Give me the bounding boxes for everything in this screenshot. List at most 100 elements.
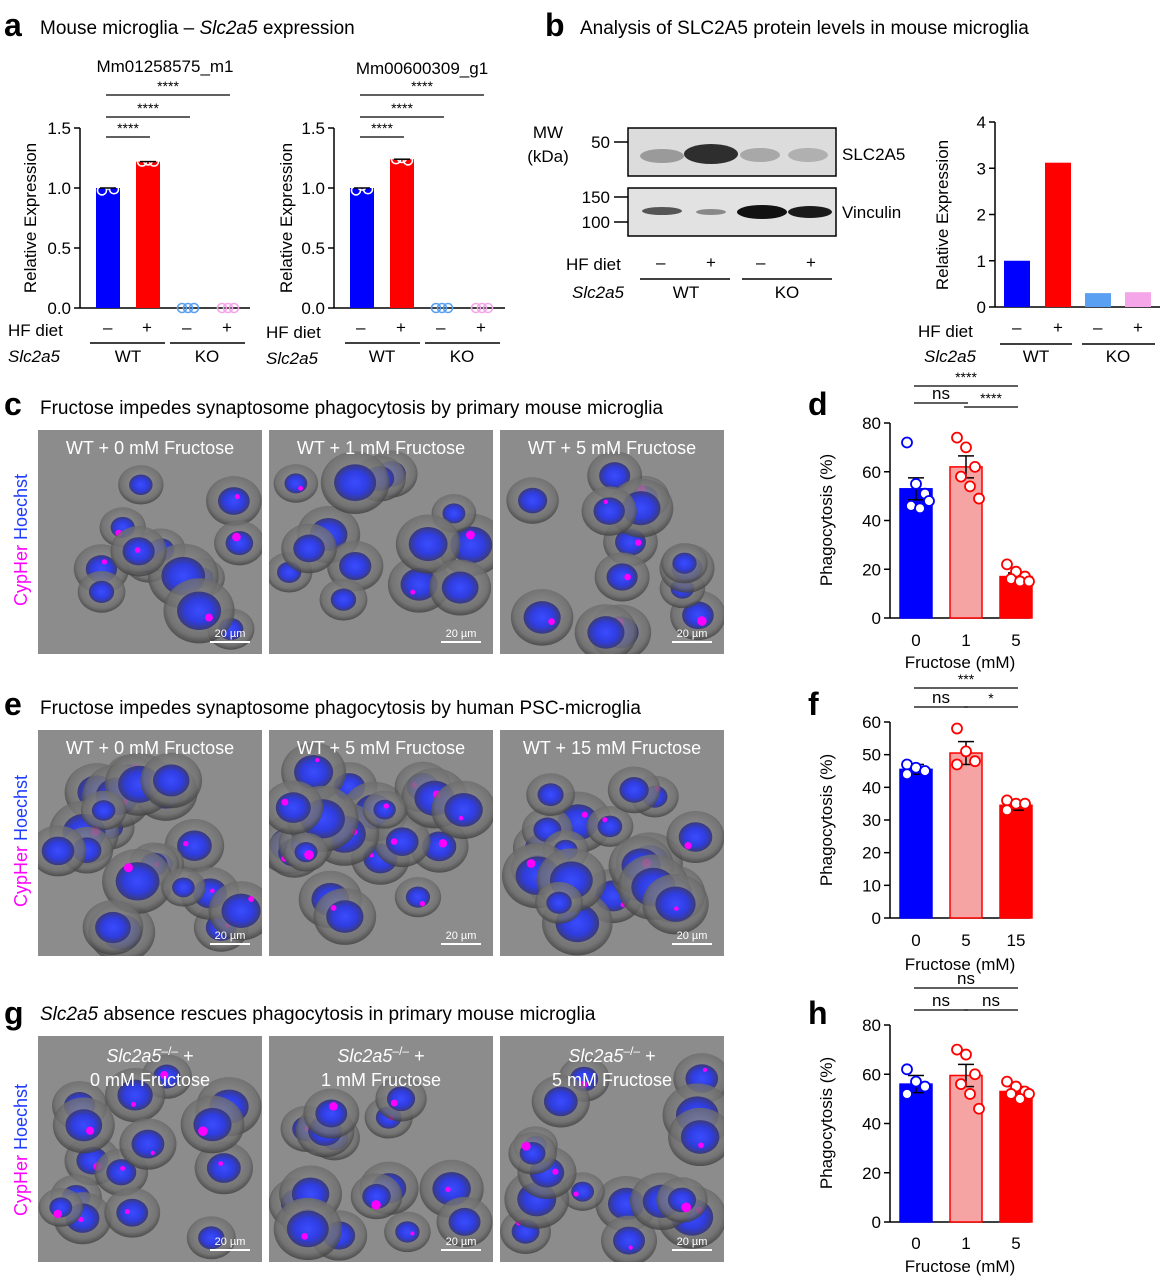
nucleus [655,886,696,922]
cypher-signal [602,817,608,823]
y-tick-label: 80 [862,1016,881,1035]
y-tick-label: 40 [862,512,881,531]
micrograph-label: Slc2a5–/– + [568,1044,655,1066]
ko-label: KO [195,347,220,366]
gene-label: Slc2a5 [924,347,977,366]
data-point [362,183,374,195]
cypher-signal [526,859,536,868]
bar [350,188,374,308]
data-point [960,1048,972,1061]
cypher-signal [383,803,390,809]
data-point [108,183,120,195]
nucleus [334,464,377,502]
band [642,207,682,215]
significance-label: **** [157,78,179,94]
nucleus [117,1079,153,1111]
y-tick-label: 10 [862,876,881,895]
bar [949,1074,983,1223]
y-tick-label: 50 [862,746,881,765]
data-point [142,155,154,166]
bar [1045,162,1071,307]
western-blot: MW (kDa) 50 150 100 SLC2A5 Vinculin HF d… [527,123,905,302]
data-point [964,1088,976,1100]
x-axis-label: Fructose (mM) [905,1257,1016,1276]
minus-label: – [182,318,192,337]
significance-label: * [988,690,994,706]
data-point [969,1068,981,1081]
data-point [96,185,108,196]
nucleus [221,893,261,928]
nucleus [217,487,250,515]
nucleus [672,552,697,574]
significance-label: ns [932,384,950,403]
micrograph-label: WT + 0 mM Fructose [66,738,234,758]
y-tick-label: 60 [862,463,881,482]
data-point [1023,575,1035,588]
cypher-signal [419,900,426,907]
minus-label: – [656,253,666,272]
cypher-signal [548,618,555,625]
y-tick-label: 0 [872,609,881,628]
panel-letter-d: d [808,386,828,422]
x-tick-label: 0 [911,1234,920,1253]
nucleus [450,526,493,564]
panel-letter-c: c [4,386,22,422]
data-point [919,765,931,777]
significance-label: ns [932,991,950,1010]
micrograph: WT + 5 mM Fructose 20 µm [269,730,493,956]
cypher-signal [281,798,289,806]
band-vinculin-label: Vinculin [842,203,901,222]
cypher-signal [438,839,448,848]
cypher-signal [458,815,464,821]
nucleus [619,777,649,803]
data-point [1001,1075,1013,1088]
x-tick-label: 0 [911,631,920,650]
data-point [396,152,408,164]
scale-bar-label: 20 µm [446,930,477,942]
scale-bar-label: 20 µm [446,1236,477,1248]
x-tick-label: 1 [961,1234,970,1253]
band [737,205,787,219]
cypher-signal [53,1209,63,1219]
y-axis-label: Relative Expression [277,143,296,293]
data-point [1005,1088,1017,1100]
chart-a1-mm01258575: 0.0 0.5 1.0 1.5 Relative Expression Mm0125857… [21,57,250,318]
nucleus [441,571,479,604]
panel-a2-group-labels: HF diet – + – + Slc2a5 WT KO [266,318,500,368]
cypher-signal [697,616,707,626]
cypher-signal [183,840,189,847]
cypher-signal [232,532,241,542]
micrograph-label: WT + 0 mM Fructose [66,438,234,458]
gene-label: Slc2a5 [266,349,319,368]
nucleus [571,1181,595,1202]
cypher-signal [371,1200,381,1210]
data-point [222,302,234,314]
panel-a-title: Mouse microglia – Slc2a5 expression [40,18,355,39]
nucleus [294,755,334,790]
y-tick-label: 1.5 [301,119,325,138]
nucleus [41,836,75,866]
cypher-signal [120,1165,126,1171]
cypher-signal [703,1067,708,1072]
hf-diet-label: HF diet [266,323,321,342]
x-tick-label: 5 [961,931,970,950]
cypher-signal [521,1141,531,1151]
nucleus [442,503,466,524]
y-tick-label: 3 [977,159,986,178]
scale-bar-label: 20 µm [215,1236,246,1248]
significance-label: **** [371,120,393,136]
cypher-signal [390,1099,398,1107]
cypher-signal [160,1070,169,1079]
cypher-signal [301,1233,309,1240]
significance-label: ns [957,969,975,988]
cypher-signal [603,499,609,505]
nucleus [88,580,115,603]
significance-label: **** [391,100,413,116]
cypher-signal [410,589,416,595]
chart-b-protein-quant: 0 1 2 3 4 Relative Expression [933,113,1160,317]
cypher-signal [85,1126,95,1135]
bar [949,466,983,619]
y-tick-label: 20 [862,560,881,579]
